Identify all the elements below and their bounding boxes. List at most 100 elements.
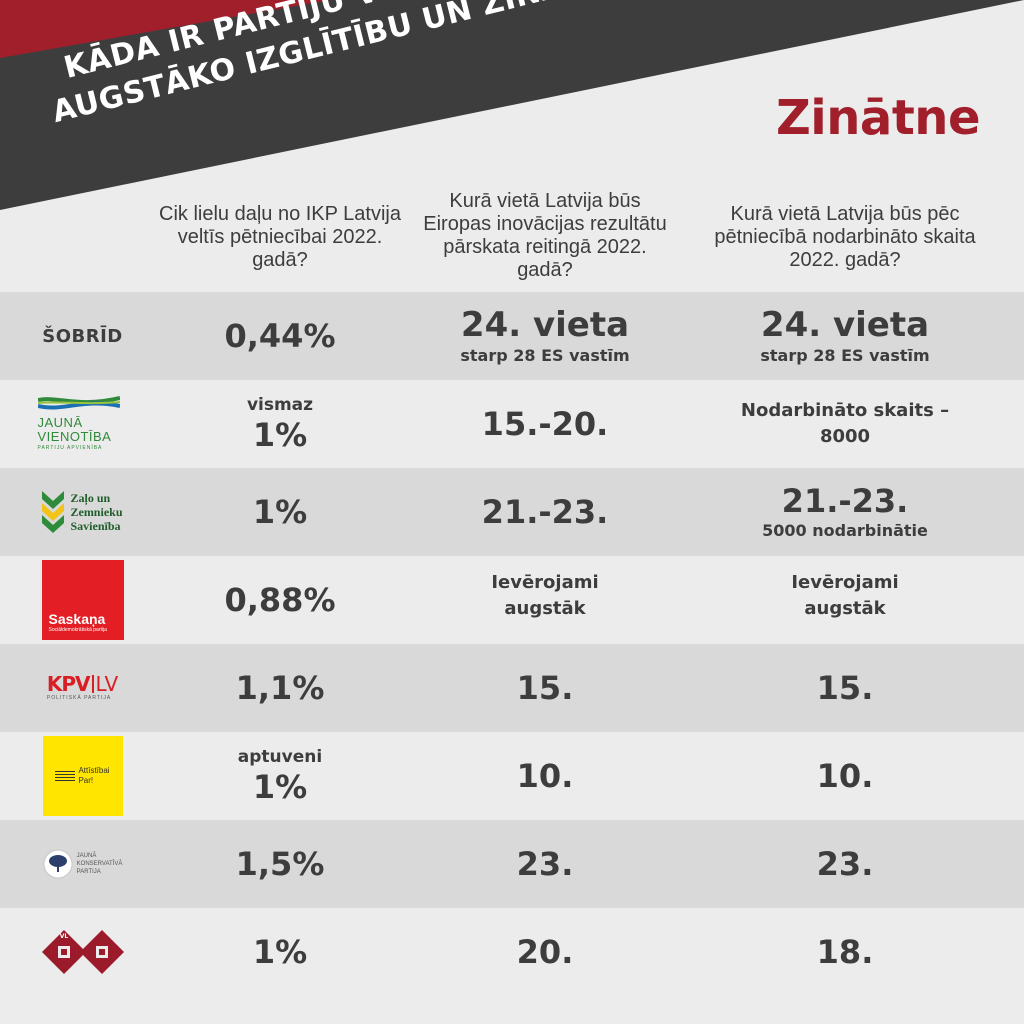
logo-text: Attīstībai — [78, 766, 110, 775]
jkp-logo: JAUNĀ KONSERVATĪVĀ PARTIJA — [0, 820, 165, 908]
gdp-value: 0,88% — [224, 581, 336, 619]
logo-text: Zemnieku — [70, 505, 123, 519]
gdp-qualifier: vismaz — [246, 395, 314, 415]
cell-innovation: Ievērojami augstāk — [415, 556, 675, 644]
innovation-value: 15.-20. — [481, 405, 609, 443]
table-row-zzs: Zaļo un Zemnieku Savienība 1% 21.-23. 21… — [0, 468, 1024, 556]
researchers-value: 15. — [816, 669, 874, 707]
column-header-gdp: Cik lielu daļu no IKP Latvija veltīs pēt… — [159, 203, 401, 271]
cell-researchers: 10. — [690, 732, 1000, 820]
cell-gdp: aptuveni 1% — [150, 732, 410, 820]
innovation-value: 20. — [516, 933, 574, 971]
cell-researchers: 15. — [690, 644, 1000, 732]
gdp-value: 0,44% — [224, 317, 336, 355]
nacionala-apvieniba-logo: VL — [0, 908, 165, 996]
cell-innovation: 20. — [415, 908, 675, 996]
cell-gdp: 1,1% — [150, 644, 410, 732]
logo-text: Saskaņa — [48, 611, 106, 627]
researchers-line-2: 8000 — [819, 426, 871, 447]
gdp-value: 1,1% — [235, 669, 325, 707]
table-row-saskana: Saskaņa Sociāldemokrātiskā partija 0,88%… — [0, 556, 1024, 644]
innovation-value: 23. — [516, 845, 574, 883]
researchers-line-1: Nodarbināto skaits – — [740, 400, 950, 421]
logo-text: JAUNĀ — [76, 853, 97, 859]
researchers-line-2: augstāk — [804, 598, 886, 619]
oak-tree-icon — [43, 849, 73, 879]
cell-researchers: Ievērojami augstāk — [690, 556, 1000, 644]
cell-innovation: 15.-20. — [415, 380, 675, 468]
researchers-value: 24. vieta — [760, 305, 930, 345]
innovation-value: 10. — [516, 757, 574, 795]
gdp-value: 1,5% — [235, 845, 325, 883]
row-label-cell: ŠOBRĪD — [0, 292, 165, 380]
header-banner — [0, 0, 1024, 220]
cell-researchers: Nodarbināto skaits – 8000 — [690, 380, 1000, 468]
cell-innovation: 10. — [415, 732, 675, 820]
researchers-value: 18. — [816, 933, 874, 971]
cell-gdp: 0,44% — [150, 292, 410, 380]
divider-icon — [91, 675, 94, 693]
innovation-line-1: Ievērojami — [491, 572, 599, 593]
logo-text: JAUNĀ — [37, 415, 83, 430]
row-label-current: ŠOBRĪD — [42, 325, 123, 347]
jauna-vienotiba-logo: JAUNĀ VIENOTĪBA PARTIJU APVIENĪBA — [0, 380, 165, 468]
column-header-researchers: Kurā vietā Latvija būs pēc pētniecībā no… — [714, 203, 976, 271]
cell-innovation: 24. vieta starp 28 ES vastīm — [415, 292, 675, 380]
cell-gdp: vismaz 1% — [150, 380, 410, 468]
cell-innovation: 21.-23. — [415, 468, 675, 556]
researchers-line-1: Ievērojami — [791, 572, 899, 593]
gdp-qualifier: aptuveni — [237, 747, 323, 767]
kpv-lv-logo: KPV LV POLITISKĀ PARTIJA — [0, 644, 165, 732]
innovation-value: 15. — [516, 669, 574, 707]
zzs-logo: Zaļo un Zemnieku Savienība — [0, 468, 165, 556]
logo-text: Savienība — [70, 519, 121, 533]
gdp-value: 1% — [252, 416, 308, 454]
logo-text: POLITISKĀ PARTIJA — [46, 695, 112, 701]
comparison-table: ŠOBRĪD 0,44% 24. vieta starp 28 ES vastī… — [0, 292, 1024, 996]
researchers-value: 21.-23. — [781, 482, 909, 520]
gdp-value: 1% — [252, 493, 308, 531]
attistibai-par-logo: Attīstībai Par! — [0, 732, 165, 820]
cell-researchers: 18. — [690, 908, 1000, 996]
logo-text: Par! — [78, 776, 94, 785]
cell-gdp: 1% — [150, 468, 410, 556]
table-row-attistibai-par: Attīstībai Par! aptuveni 1% 10. 10. — [0, 732, 1024, 820]
logo-text: PARTIJA — [76, 869, 101, 875]
table-row-jauna-vienotiba: JAUNĀ VIENOTĪBA PARTIJU APVIENĪBA vismaz… — [0, 380, 1024, 468]
researchers-sub: starp 28 ES vastīm — [760, 346, 930, 365]
cell-researchers: 24. vieta starp 28 ES vastīm — [690, 292, 1000, 380]
cell-researchers: 23. — [690, 820, 1000, 908]
table-row-nacionala-apvieniba: VL 1% 20. 18. — [0, 908, 1024, 996]
gdp-value: 1% — [252, 768, 308, 806]
logo-text: Zaļo un — [70, 491, 111, 505]
gdp-value: 1% — [252, 933, 308, 971]
logo-text: VL — [59, 933, 68, 940]
table-row-jkp: JAUNĀ KONSERVATĪVĀ PARTIJA 1,5% 23. 23. — [0, 820, 1024, 908]
cell-innovation: 15. — [415, 644, 675, 732]
researchers-value: 10. — [816, 757, 874, 795]
innovation-sub: starp 28 ES vastīm — [460, 346, 630, 365]
innovation-value: 24. vieta — [460, 305, 630, 345]
innovation-value: 21.-23. — [481, 493, 609, 531]
cell-gdp: 1,5% — [150, 820, 410, 908]
researchers-sub: 5000 nodarbinātie — [762, 521, 928, 540]
logo-text: VIENOTĪBA — [37, 429, 112, 444]
section-label: Zinātne — [776, 90, 981, 146]
saskana-logo: Saskaņa Sociāldemokrātiskā partija — [0, 556, 165, 644]
cell-gdp: 0,88% — [150, 556, 410, 644]
innovation-line-2: augstāk — [504, 598, 586, 619]
logo-text: LV — [95, 672, 119, 696]
table-row-kpv-lv: KPV LV POLITISKĀ PARTIJA 1,1% 15. 15. — [0, 644, 1024, 732]
logo-text: KPV — [46, 672, 91, 696]
leaf-chevron-icon — [42, 491, 65, 533]
cell-researchers: 21.-23. 5000 nodarbinātie — [690, 468, 1000, 556]
researchers-value: 23. — [816, 845, 874, 883]
wave-icon — [37, 396, 120, 410]
logo-text: Sociāldemokrātiskā partija — [48, 627, 107, 633]
cell-innovation: 23. — [415, 820, 675, 908]
logo-text: KONSERVATĪVĀ — [76, 861, 123, 867]
logo-text: PARTIJU APVIENĪBA — [37, 445, 103, 451]
ornament-icon: VL — [41, 930, 124, 974]
table-row-current: ŠOBRĪD 0,44% 24. vieta starp 28 ES vastī… — [0, 292, 1024, 380]
column-header-innovation: Kurā vietā Latvija būs Eiropas inovācija… — [423, 190, 667, 281]
